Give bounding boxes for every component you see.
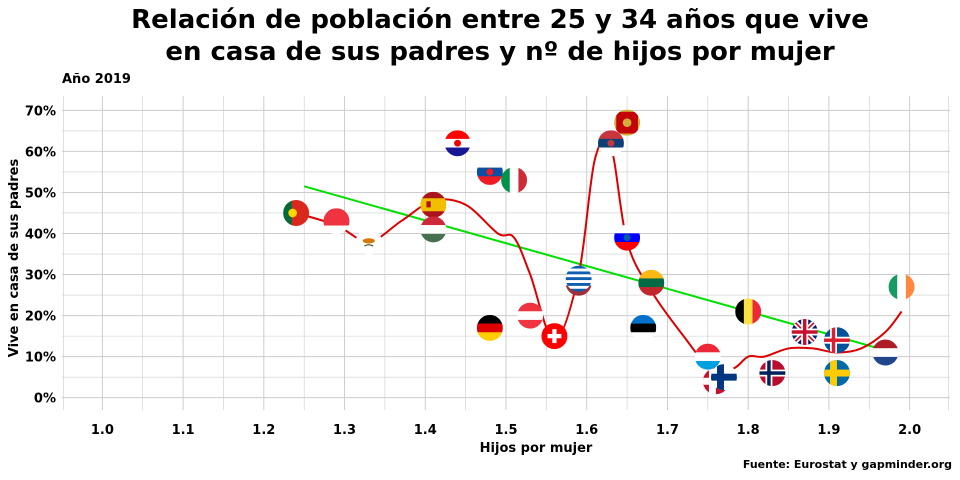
y-tick-label: 10% — [25, 351, 56, 366]
flag-point-switzerland — [541, 323, 568, 350]
flag-point-serbia — [597, 130, 624, 157]
flag-point-ireland — [888, 273, 915, 300]
flag-point-sweden — [823, 360, 850, 387]
data-points — [283, 109, 915, 395]
x-tick-label: 1.7 — [656, 423, 679, 438]
flag-point-iceland — [823, 327, 850, 354]
flag-point-germany — [476, 314, 503, 341]
x-tick-label: 1.5 — [494, 423, 517, 438]
flag-point-netherlands — [872, 339, 899, 366]
x-tick-label: 1.9 — [817, 423, 840, 438]
flag-point-lithuania — [638, 269, 665, 296]
grid — [62, 96, 950, 410]
flag-point-finland — [710, 364, 737, 391]
flag-point-belgium — [735, 298, 762, 325]
x-tick-label: 1.3 — [333, 423, 356, 438]
x-axis-label: Hijos por mujer — [480, 441, 593, 456]
flag-point-greece — [565, 265, 592, 292]
flag-point-cyprus — [355, 228, 382, 255]
y-tick-label: 0% — [34, 392, 56, 407]
chart-subtitle: Año 2019 — [62, 72, 131, 87]
y-tick-label: 20% — [25, 310, 56, 325]
y-tick-label: 30% — [25, 269, 56, 284]
axes: 1.0 1.1 1.2 1.3 1.4 1.5 1.6 1.7 1.8 1.9 2.0 0% 10% 20… — [7, 104, 921, 456]
flag-point-croatia — [444, 130, 471, 157]
flag-point-slovakia — [476, 158, 503, 185]
flag-point-norway — [759, 360, 786, 387]
flag-point-portugal — [283, 199, 310, 226]
x-tick-label: 1.2 — [252, 423, 275, 438]
flag-point-united-kingdom — [791, 319, 818, 346]
y-axis-label: Vive en casa de sus padres — [7, 159, 22, 358]
y-tick-label: 60% — [25, 145, 56, 160]
x-tick-label: 1.6 — [575, 423, 598, 438]
x-tick-label: 1.0 — [91, 423, 114, 438]
flag-point-italy — [501, 167, 528, 194]
flag-point-luxembourg — [694, 343, 721, 370]
y-tick-label: 70% — [25, 104, 56, 119]
chart-title-line-2: en casa de sus padres y nº de hijos por … — [165, 37, 835, 67]
flag-point-montenegro — [614, 109, 641, 136]
x-tick-label: 1.4 — [414, 423, 437, 438]
y-tick-label: 50% — [25, 186, 56, 201]
x-tick-label: 1.8 — [737, 423, 760, 438]
chart-title-line-1: Relación de población entre 25 y 34 años… — [131, 5, 869, 35]
flag-point-estonia — [630, 314, 657, 341]
chart-title: Relación de población entre 25 y 34 años… — [0, 4, 960, 68]
chart-caption: Fuente: Eurostat y gapminder.org — [742, 458, 952, 471]
flag-point-austria-red — [323, 208, 350, 235]
x-tick-label: 1.1 — [172, 423, 195, 438]
flag-point-hungary — [420, 216, 447, 243]
x-tick-label: 2.0 — [898, 423, 921, 438]
flag-point-austria — [517, 302, 544, 329]
flag-point-slovenia — [614, 224, 641, 251]
y-tick-label: 40% — [25, 228, 56, 243]
flag-point-spain — [420, 191, 447, 218]
